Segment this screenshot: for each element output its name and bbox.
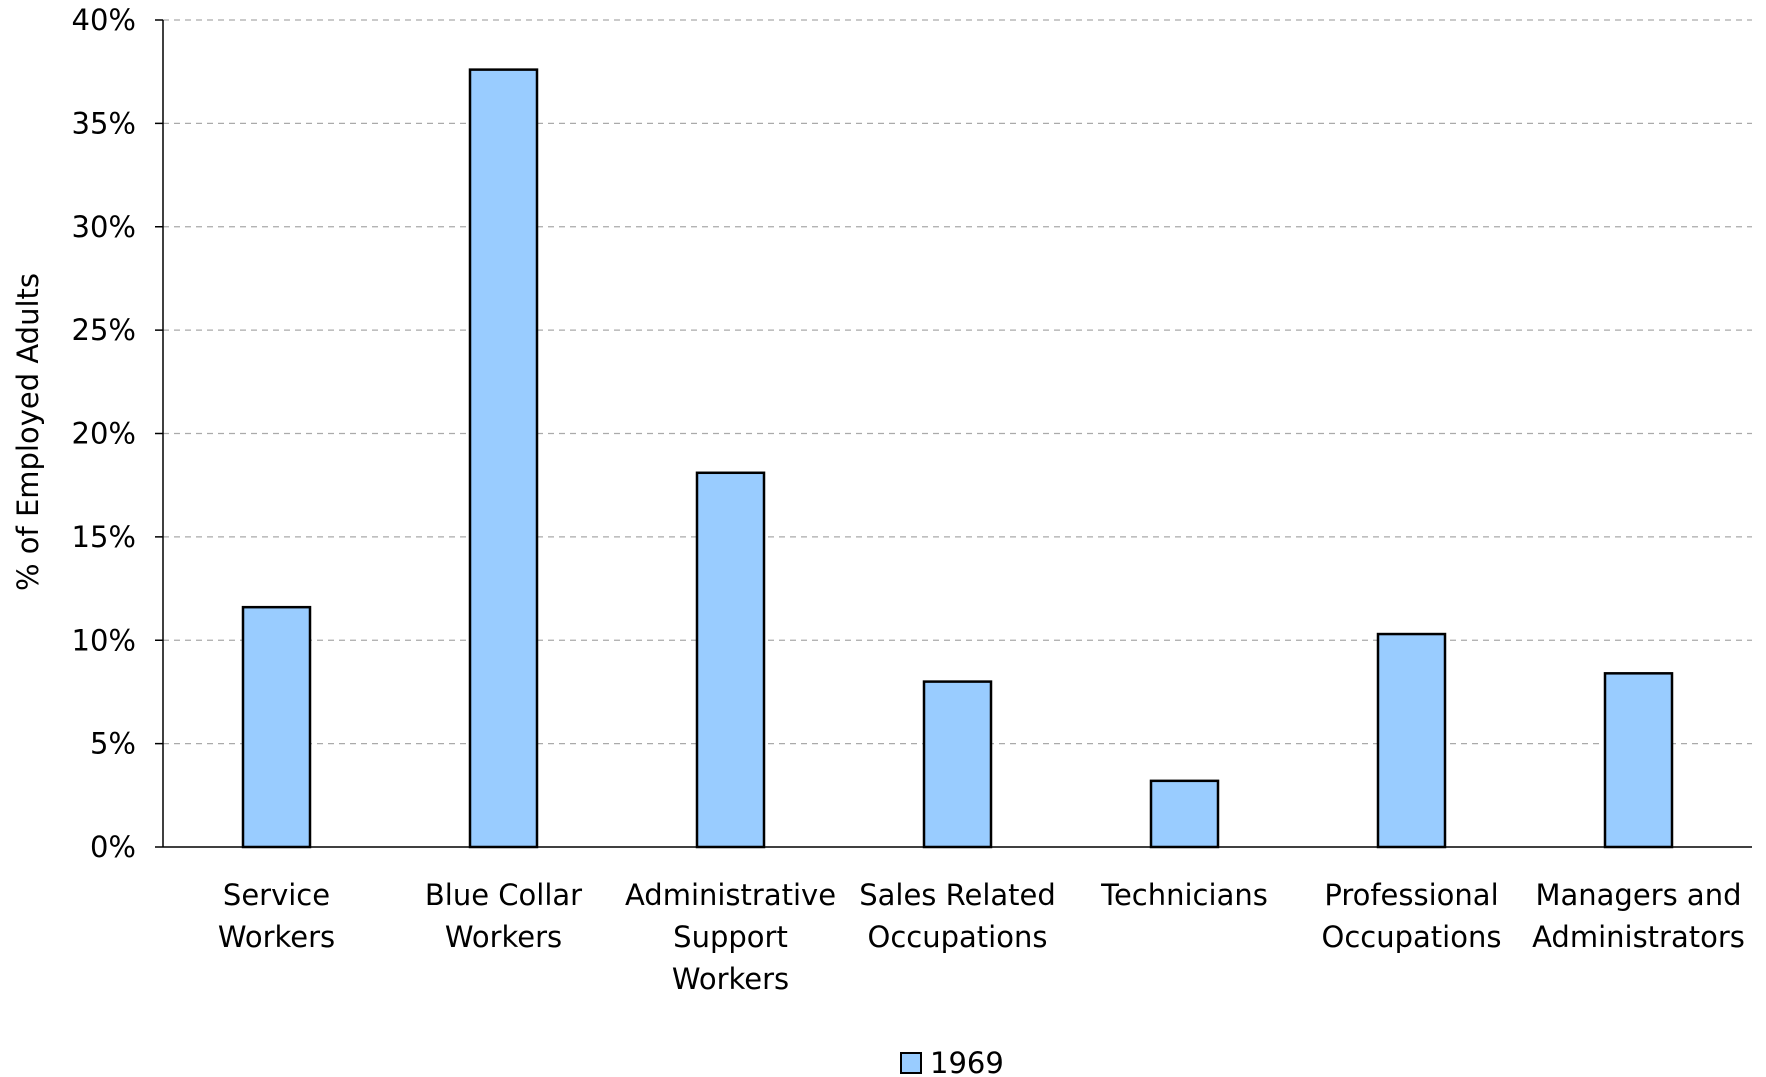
y-tick-label: 5% xyxy=(90,727,136,761)
legend-label-1969: 1969 xyxy=(930,1046,1004,1077)
x-category-label: Technicians xyxy=(1100,878,1268,912)
bar-5 xyxy=(1376,632,1447,849)
y-tick-label: 0% xyxy=(90,830,136,864)
x-category-labels: Service Workers Blue Collar Workers Administ… xyxy=(218,878,1745,996)
axes xyxy=(162,20,1752,848)
y-tick-labels: 0% 5% 10% 15% 20% 25% 30% 35% 40% xyxy=(72,3,136,864)
legend-swatch-1969 xyxy=(900,1052,922,1074)
bars xyxy=(241,68,1674,849)
bar-0 xyxy=(241,605,312,849)
y-tick-label: 25% xyxy=(72,313,136,347)
y-tick-label: 15% xyxy=(72,520,136,554)
x-category-label: Service Workers xyxy=(218,878,335,954)
y-tick-label: 40% xyxy=(72,3,136,37)
bar-6 xyxy=(1603,672,1674,849)
y-tick-label: 20% xyxy=(72,417,136,451)
bar-3 xyxy=(922,680,993,849)
y-tick-label: 10% xyxy=(72,623,136,657)
gridlines xyxy=(155,19,1752,848)
x-category-label: Managers and Administrators xyxy=(1532,878,1745,954)
legend: 1969 xyxy=(900,1046,1004,1077)
y-axis-title: % of Employed Adults xyxy=(11,273,45,591)
x-category-label: Professional Occupations xyxy=(1322,878,1502,954)
x-category-label: Blue Collar Workers xyxy=(425,878,582,954)
x-category-label: Administrative Support Workers xyxy=(625,878,836,996)
bar-4 xyxy=(1149,779,1220,849)
bar-1 xyxy=(468,68,539,849)
x-category-label: Sales Related Occupations xyxy=(859,878,1056,954)
bar-2 xyxy=(695,471,766,849)
y-tick-label: 30% xyxy=(72,210,136,244)
y-tick-label: 35% xyxy=(72,106,136,140)
